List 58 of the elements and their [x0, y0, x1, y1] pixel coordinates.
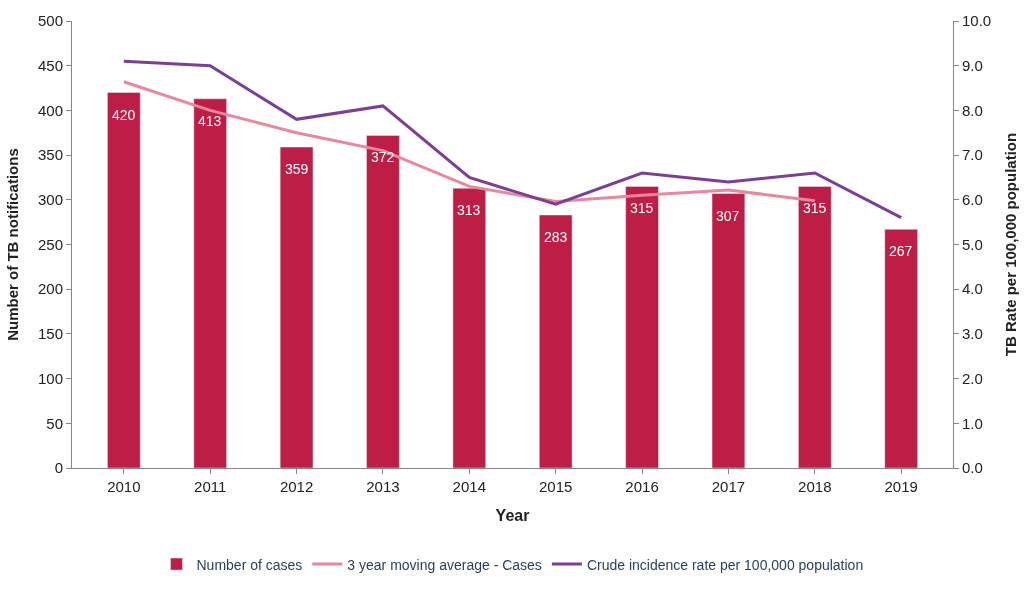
y2-tick-label: 1.0	[962, 414, 983, 432]
y-tick-label: 0	[54, 459, 63, 477]
y-tick-label: 50	[46, 414, 63, 432]
y-tick-label: 400	[37, 101, 63, 119]
bar	[107, 92, 141, 468]
y2-tick-label: 5.0	[962, 235, 983, 253]
y-tick-label: 350	[37, 146, 63, 164]
y2-tick-label: 9.0	[962, 56, 983, 74]
x-tick-label: 2015	[539, 478, 573, 495]
x-tick-label: 2018	[798, 478, 832, 495]
y2-tick-label: 2.0	[962, 369, 983, 387]
data-label: 420	[112, 107, 136, 123]
x-tick-label: 2010	[107, 478, 141, 495]
x-tick-label: 2019	[884, 478, 918, 495]
y2-tick-label: 6.0	[962, 191, 983, 209]
y2-tick-label: 7.0	[962, 146, 983, 164]
x-tick-label: 2013	[366, 478, 400, 495]
legend-label: Crude incidence rate per 100,000 population	[586, 556, 864, 573]
y2-tick-label: 0.0	[962, 459, 983, 477]
y-tick-label: 250	[37, 235, 63, 253]
data-label: 315	[630, 200, 654, 216]
legend-label: 3 year moving average - Cases	[347, 556, 542, 573]
bar	[279, 146, 314, 468]
x-tick-label: 2016	[625, 478, 659, 495]
bar	[798, 186, 832, 468]
y-tick-label: 150	[37, 325, 63, 343]
x-tick-label: 2011	[194, 478, 227, 495]
y-axis-title: Number of TB notifications	[4, 148, 22, 341]
y-tick-label: 300	[37, 191, 63, 209]
data-label: 372	[371, 149, 395, 165]
bar	[193, 98, 227, 468]
y2-tick-label: 8.0	[962, 101, 983, 119]
bar	[366, 135, 400, 468]
data-label: 307	[716, 208, 740, 224]
bar	[711, 193, 746, 468]
data-label: 313	[457, 202, 481, 218]
x-axis-title: Year	[495, 506, 530, 524]
y2-tick-label: 3.0	[962, 325, 983, 343]
data-label: 315	[803, 200, 827, 216]
x-tick-label: 2012	[279, 478, 314, 495]
y-tick-label: 200	[37, 280, 63, 298]
y-tick-label: 500	[37, 12, 63, 30]
y-tick-label: 100	[37, 369, 63, 387]
y2-axis-title: TB Rate per 100,000 population	[1002, 132, 1020, 357]
data-label: 267	[889, 243, 913, 259]
data-label: 413	[198, 113, 222, 129]
x-tick-label: 2014	[452, 478, 486, 495]
bar	[884, 229, 918, 468]
bar	[625, 186, 659, 468]
bar	[452, 187, 486, 468]
data-label: 283	[544, 229, 568, 245]
bar	[539, 214, 573, 468]
y-tick-label: 450	[37, 56, 63, 74]
data-label: 359	[285, 161, 309, 177]
x-tick-label: 2017	[711, 478, 746, 495]
legend-label: Number of cases	[196, 556, 303, 573]
y2-tick-label: 4.0	[962, 280, 983, 298]
y2-tick-label: 10.0	[962, 12, 992, 30]
